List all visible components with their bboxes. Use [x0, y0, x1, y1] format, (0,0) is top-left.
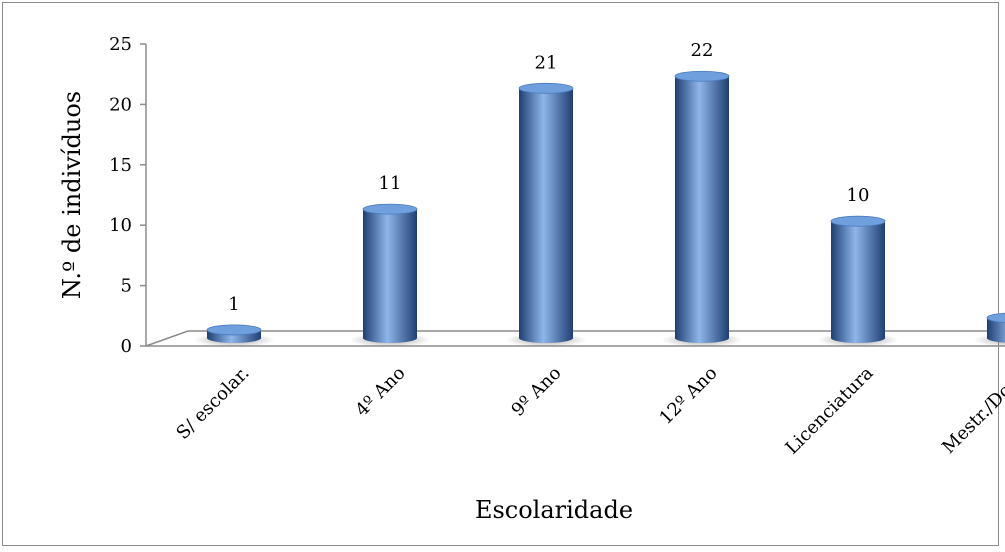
- x-axis-title: Escolaridade: [475, 496, 633, 524]
- bar-bottom-cap: [675, 333, 729, 343]
- bar-bottom-cap: [519, 333, 573, 343]
- y-tick-label: 10: [109, 215, 132, 236]
- bar: [817, 215, 899, 347]
- data-label: 10: [847, 185, 870, 206]
- y-axis-title: N.º de indivíduos: [58, 91, 86, 299]
- y-tick-label: 15: [109, 155, 132, 176]
- bar-bottom-cap: [207, 333, 261, 343]
- bar-bottom-cap: [831, 333, 885, 343]
- bar-top-cap: [362, 203, 418, 215]
- y-tick-label: 0: [121, 336, 132, 357]
- bar-body: [987, 317, 1005, 338]
- bar: [505, 82, 587, 347]
- x-tick-label: 4º Ano: [351, 363, 409, 421]
- bar: [661, 70, 743, 347]
- bar-top-cap: [518, 82, 574, 94]
- bar: [973, 312, 1005, 347]
- y-tick-label: 5: [121, 276, 132, 297]
- y-tick-label: 20: [109, 94, 132, 115]
- data-label: 1: [228, 294, 239, 315]
- x-tick-label: S/ escolar.: [172, 363, 253, 444]
- floor-plane: [145, 330, 1005, 347]
- data-label: 22: [691, 40, 714, 61]
- data-label: 21: [535, 52, 558, 73]
- x-tick-label: 12º Ano: [655, 363, 721, 429]
- data-label: 11: [379, 173, 402, 194]
- bar: [193, 324, 275, 347]
- bar-bottom-cap: [363, 333, 417, 343]
- bar-body: [675, 76, 729, 339]
- bar-top-cap: [830, 215, 886, 227]
- bar-body: [519, 88, 573, 338]
- bar-bottom-cap: [987, 333, 1005, 343]
- x-tick-label: 9º Ano: [507, 363, 565, 421]
- x-tick-label: Licenciatura: [782, 363, 878, 459]
- bar-top-cap: [206, 324, 262, 336]
- bar-top-cap: [986, 312, 1005, 323]
- bar-body: [363, 209, 417, 338]
- bar-top-cap: [674, 70, 730, 82]
- bar: [349, 203, 431, 347]
- y-tick-label: 25: [109, 34, 132, 55]
- x-tick-label: Mestr./Dout.: [938, 363, 1005, 458]
- bar-body: [831, 221, 885, 338]
